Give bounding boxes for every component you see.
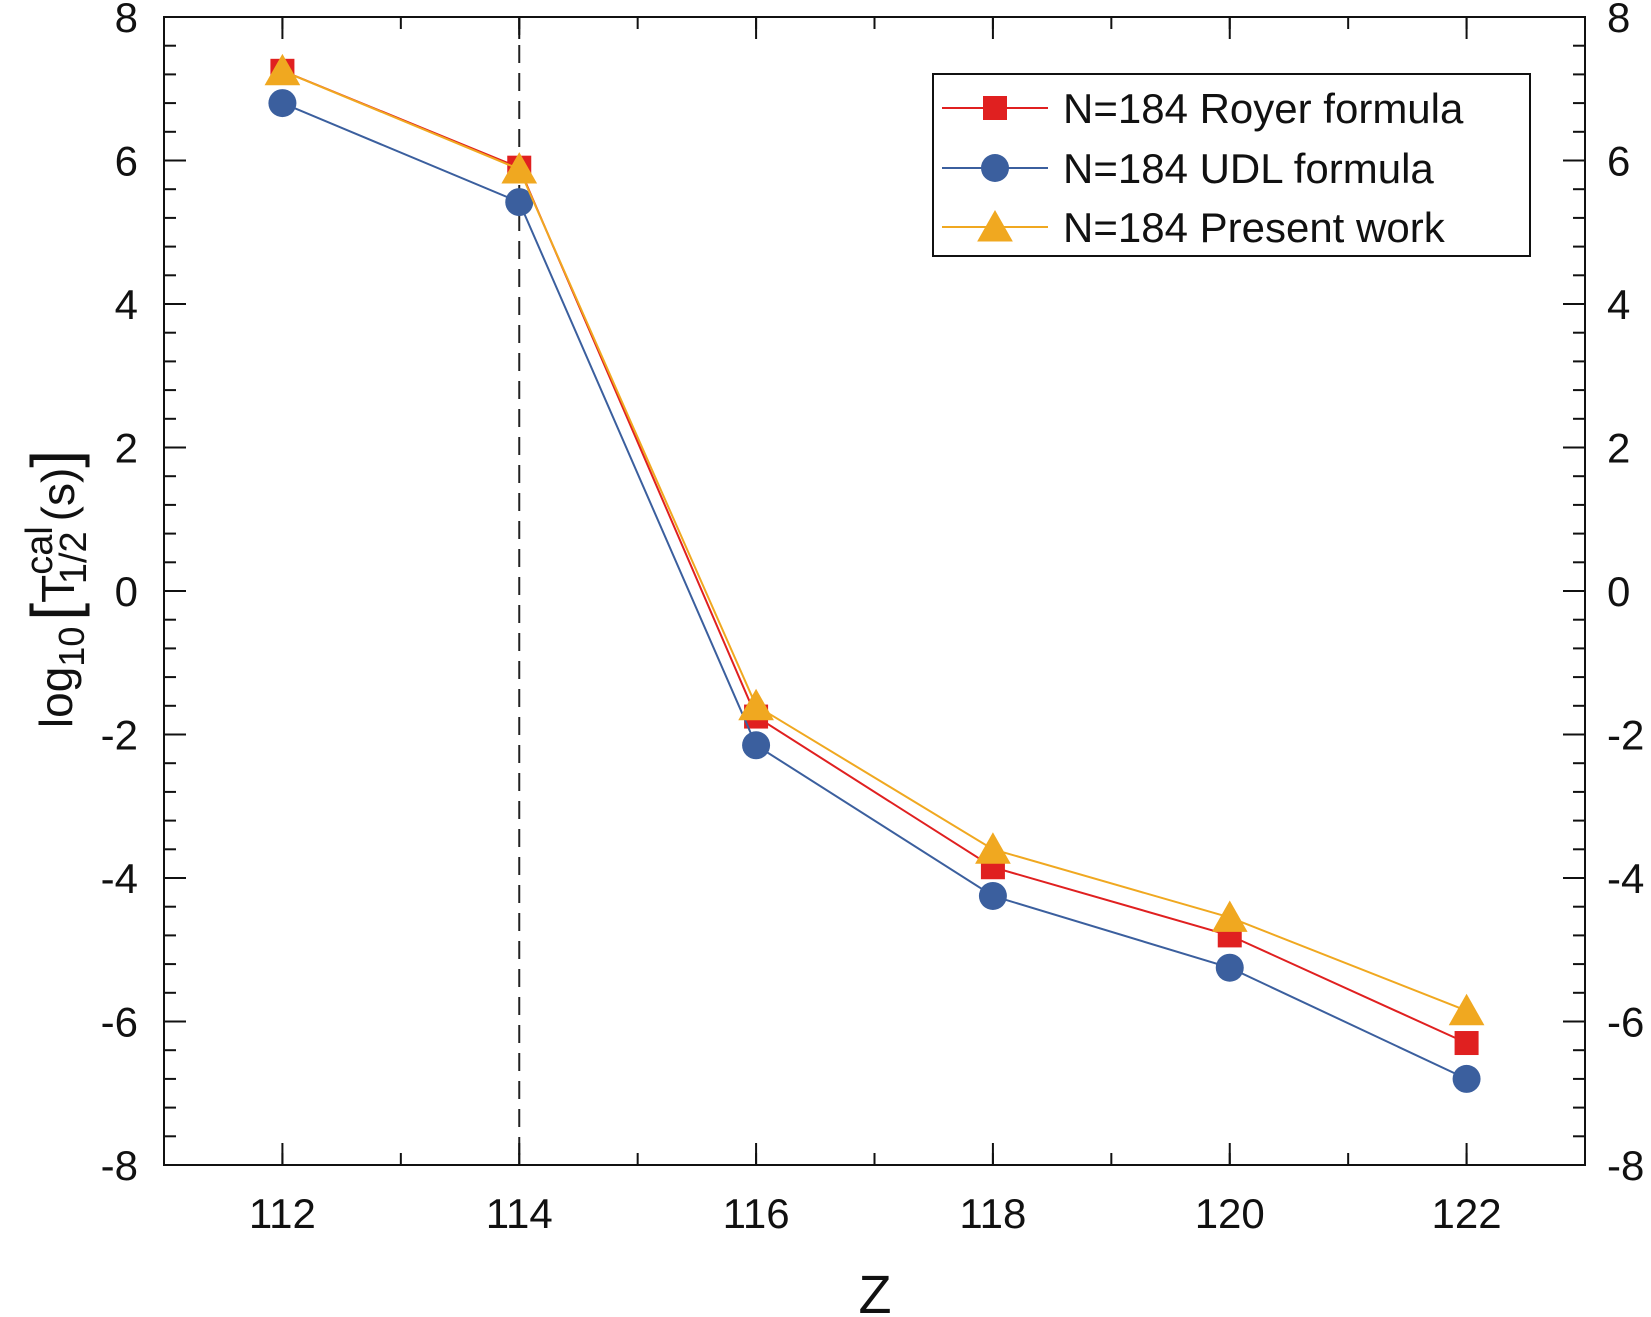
- x-tick-label: 122: [1432, 1190, 1502, 1237]
- y-title-open-bracket: [: [18, 603, 90, 621]
- y-tick-label: -8: [101, 1142, 138, 1189]
- y-title-subscript: 1/2: [53, 531, 95, 584]
- y-title-symbol: T: [32, 575, 84, 603]
- y-title-prefix-sub: 10: [51, 627, 92, 667]
- series-layer: [264, 53, 1485, 1093]
- x-axis-title: Z: [859, 1265, 892, 1317]
- series-circle: [268, 89, 1481, 1093]
- legend-entry: N=184 UDL formula: [942, 145, 1434, 192]
- series-line: [282, 69, 1467, 1044]
- data-point-circle: [268, 89, 297, 118]
- y-tick-label-right: -6: [1607, 999, 1644, 1046]
- y-axis-title: log10 [Tcal1/2 (s)]: [18, 450, 95, 728]
- y-tick-label-right: -2: [1607, 712, 1644, 759]
- legend-entry: N=184 Present work: [942, 204, 1446, 251]
- data-point-triangle: [738, 688, 774, 721]
- legend-marker-square: [983, 96, 1007, 120]
- y-tick-label-right: 6: [1607, 138, 1630, 185]
- legend-box: [932, 73, 1531, 257]
- y-tick-label: -6: [101, 999, 138, 1046]
- y-tick-labels: -8 -6 -4 -2 0 2 4 6 8: [101, 0, 138, 1189]
- legend-label: N=184 Royer formula: [1063, 85, 1464, 132]
- data-point-circle: [505, 188, 534, 217]
- y-tick-label: 0: [115, 568, 138, 615]
- data-point-circle: [742, 731, 771, 760]
- y-tick-label-right: 2: [1607, 425, 1630, 472]
- legend-marker-circle: [981, 154, 1009, 182]
- data-point-triangle: [975, 832, 1011, 864]
- data-point-triangle: [1211, 900, 1248, 932]
- data-point-square: [1454, 1031, 1479, 1056]
- data-point-triangle: [501, 152, 538, 184]
- y-tick-labels-right: -8 -6 -4 -2 0 2 4 6 8: [1607, 0, 1644, 1189]
- y-title-superscript: cal: [19, 526, 61, 575]
- series-line: [282, 102, 1468, 1080]
- y-tick-label: 6: [115, 138, 138, 185]
- y-tick-label: 4: [115, 281, 138, 328]
- x-tick-label: 120: [1195, 1190, 1265, 1237]
- legend: N=184 Royer formula N=184 UDL formula N=18…: [932, 73, 1531, 257]
- data-point-circle: [978, 881, 1007, 910]
- x-tick-label: 118: [959, 1190, 1026, 1237]
- x-tick-label: 114: [486, 1190, 553, 1237]
- major-ticks: [164, 16, 1585, 1166]
- data-point-triangle: [1448, 993, 1485, 1026]
- legend-label: N=184 UDL formula: [1063, 145, 1434, 192]
- x-tick-labels: 112 114 116 118 120 122: [249, 1190, 1502, 1237]
- y-tick-label-right: -8: [1607, 1142, 1644, 1189]
- legend-entry: N=184 Royer formula: [942, 85, 1464, 132]
- series-line: [282, 69, 1467, 1012]
- legend-marker-triangle: [977, 210, 1013, 242]
- y-tick-label-right: 8: [1607, 0, 1630, 41]
- y-tick-label: -2: [101, 712, 138, 759]
- svg-text:log10[Tcal1/2(s)]: log10 [Tcal1/2 (s)]: [18, 450, 95, 728]
- series-triangle: [264, 53, 1485, 1026]
- y-title-close-bracket: ]: [18, 450, 90, 468]
- data-point-circle: [1452, 1064, 1481, 1093]
- x-tick-label: 116: [723, 1190, 790, 1237]
- y-title-prefix: log: [30, 667, 82, 728]
- y-title-unit: (s): [32, 468, 84, 522]
- y-tick-label-right: 4: [1607, 281, 1630, 328]
- y-tick-label: 2: [115, 425, 138, 472]
- y-tick-label-right: 0: [1607, 568, 1630, 615]
- legend-label: N=184 Present work: [1063, 204, 1446, 251]
- data-point-triangle: [264, 53, 301, 86]
- x-tick-label: 112: [249, 1190, 316, 1237]
- data-point-circle: [1215, 953, 1244, 982]
- series-square: [270, 58, 1479, 1056]
- y-tick-label: 8: [115, 0, 138, 41]
- y-tick-label-right: -4: [1607, 855, 1644, 902]
- y-tick-label: -4: [101, 855, 138, 902]
